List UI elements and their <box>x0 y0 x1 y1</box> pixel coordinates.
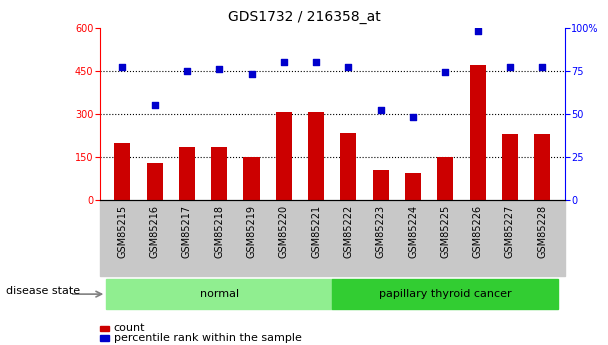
Bar <box>211 147 227 200</box>
Bar <box>534 134 550 200</box>
Bar <box>437 157 454 200</box>
Point <box>344 65 353 70</box>
Text: normal: normal <box>199 289 239 299</box>
Bar <box>502 134 518 200</box>
Point <box>215 66 224 72</box>
Point <box>537 65 547 70</box>
Text: GDS1732 / 216358_at: GDS1732 / 216358_at <box>227 10 381 24</box>
Point <box>247 71 257 77</box>
Bar <box>308 112 324 200</box>
Text: papillary thyroid cancer: papillary thyroid cancer <box>379 289 512 299</box>
Bar <box>147 163 163 200</box>
Point <box>408 115 418 120</box>
Point <box>150 102 159 108</box>
Bar <box>405 173 421 200</box>
Point <box>473 28 483 34</box>
Point <box>279 59 289 65</box>
Bar <box>179 147 195 200</box>
Bar <box>373 170 389 200</box>
Point <box>311 59 321 65</box>
Point <box>182 68 192 73</box>
Point <box>505 65 515 70</box>
Point <box>440 70 450 75</box>
Text: count: count <box>114 324 145 333</box>
Bar <box>340 132 356 200</box>
Bar <box>276 112 292 200</box>
Text: disease state: disease state <box>6 286 80 296</box>
Text: percentile rank within the sample: percentile rank within the sample <box>114 333 302 343</box>
Bar <box>243 157 260 200</box>
Bar <box>469 65 486 200</box>
Point <box>117 65 127 70</box>
Point <box>376 108 385 113</box>
Bar <box>114 142 130 200</box>
